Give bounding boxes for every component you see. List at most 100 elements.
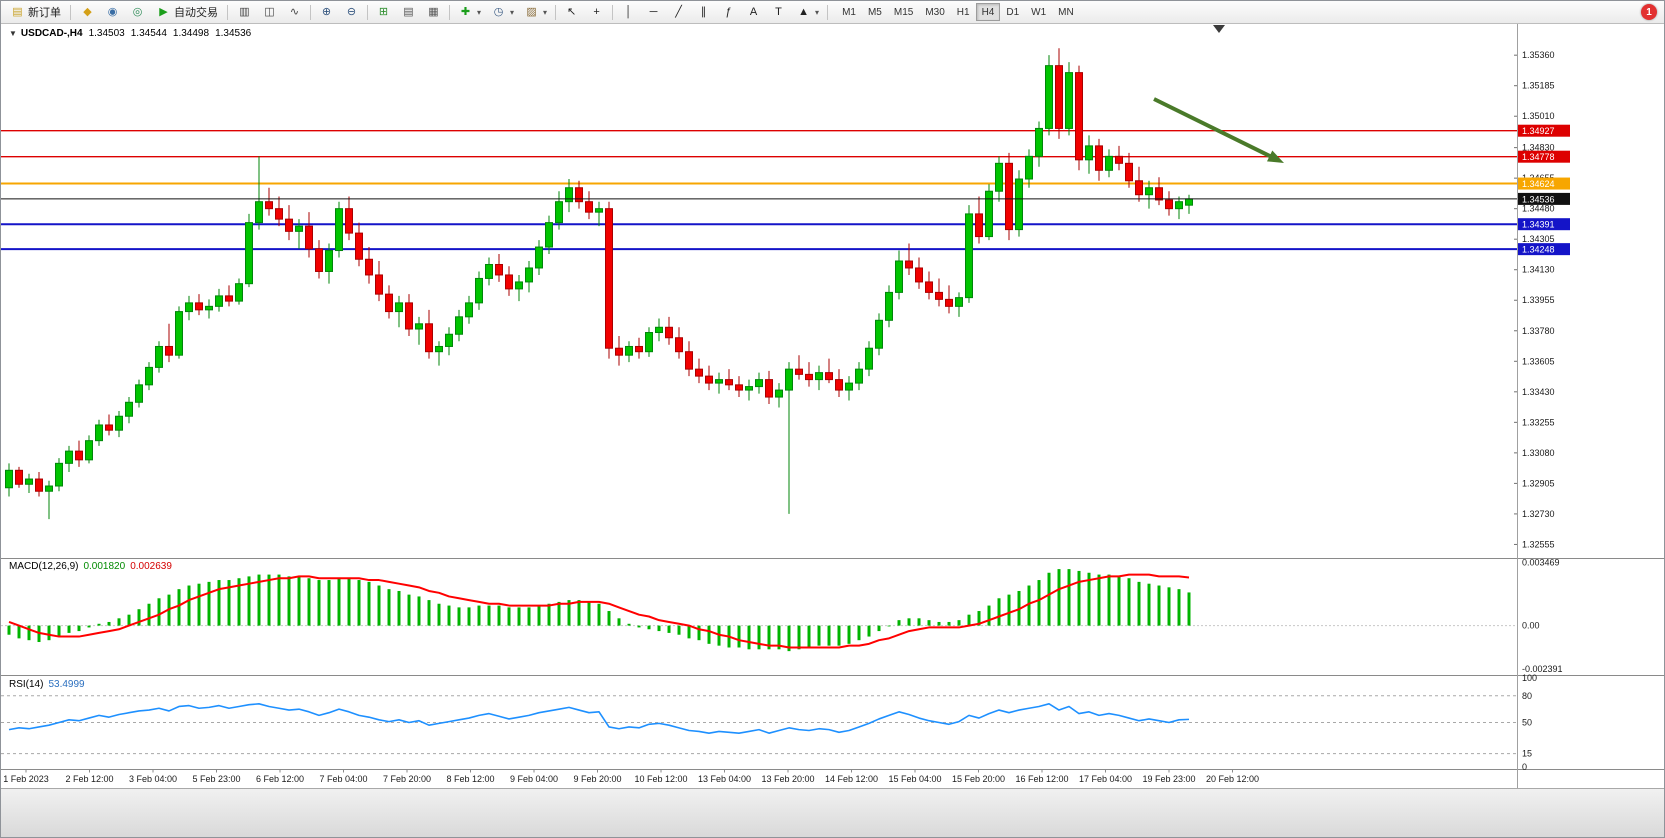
candlestick-chart-button[interactable]: ◫	[257, 3, 282, 22]
crosshair-button[interactable]: +	[584, 3, 609, 22]
zoom-in-icon: ⊕	[321, 5, 332, 18]
svg-text:1.33780: 1.33780	[1522, 326, 1555, 336]
macd-panel	[1, 569, 1517, 652]
tile-windows-icon: ⊞	[378, 5, 389, 18]
vertical-line-button[interactable]: │	[616, 3, 641, 22]
svg-text:1.34927: 1.34927	[1522, 126, 1555, 136]
window-footer	[1, 788, 1664, 837]
periods-button[interactable]: ◷ ▾	[486, 3, 519, 22]
text-icon: A	[749, 5, 758, 18]
svg-text:17 Feb 04:00: 17 Feb 04:00	[1079, 774, 1132, 784]
timeframe-d1[interactable]: D1	[1000, 3, 1025, 21]
svg-text:13 Feb 04:00: 13 Feb 04:00	[698, 774, 751, 784]
toolbar-separator	[827, 4, 829, 20]
dropdown-arrow-icon: ▾	[543, 7, 548, 17]
chart-canvas[interactable]: 1.353601.351851.350101.348301.346551.344…	[1, 1, 1665, 791]
svg-text:0: 0	[1522, 762, 1527, 772]
svg-text:1.34305: 1.34305	[1522, 234, 1555, 244]
svg-text:7 Feb 20:00: 7 Feb 20:00	[383, 774, 431, 784]
svg-text:50: 50	[1522, 718, 1532, 728]
horizontal-lines[interactable]	[1, 130, 1517, 251]
new-order-button[interactable]: ▤ 新订单	[5, 3, 66, 22]
toolbar-separator	[612, 4, 614, 20]
line-chart-button[interactable]: ∿	[282, 3, 307, 22]
tile-windows-button[interactable]: ⊞	[371, 3, 396, 22]
metaeditor-icon: ◆	[83, 5, 92, 18]
arrows-icon: ▲	[798, 5, 809, 18]
timeframe-h4[interactable]: H4	[975, 3, 1001, 21]
svg-text:9 Feb 04:00: 9 Feb 04:00	[510, 774, 558, 784]
line-chart-icon: ∿	[289, 5, 300, 18]
text-button[interactable]: A	[741, 3, 766, 22]
fibonacci-button[interactable]: ƒ	[716, 3, 741, 22]
autotrading-play-icon: ▶	[159, 5, 168, 18]
autotrading-button[interactable]: ▶ 自动交易	[151, 3, 223, 22]
cascade-windows-button[interactable]: ▤	[396, 3, 421, 22]
svg-text:19 Feb 23:00: 19 Feb 23:00	[1142, 774, 1195, 784]
svg-text:1.34624: 1.34624	[1522, 179, 1555, 189]
bar-chart-button[interactable]: ▥	[232, 3, 257, 22]
timeframe-h1[interactable]: H1	[951, 3, 976, 21]
trend-arrow[interactable]	[1153, 97, 1284, 163]
new-chart-button[interactable]: ✚ ▾	[453, 3, 486, 22]
auto-arrange-icon: ▦	[428, 5, 439, 18]
timeframe-m30[interactable]: M30	[919, 3, 950, 21]
market-watch-button[interactable]: ◉	[100, 3, 125, 22]
svg-text:0.003469: 0.003469	[1522, 557, 1560, 567]
signals-button[interactable]: ◎	[125, 3, 150, 22]
timeframe-m1[interactable]: M1	[836, 3, 862, 21]
arrows-button[interactable]: ▲ ▾	[791, 3, 824, 22]
timeframe-mn[interactable]: MN	[1052, 3, 1080, 21]
svg-text:15: 15	[1522, 749, 1532, 759]
new-chart-icon: ✚	[460, 5, 471, 18]
timeframe-toolbar: M1 M5 M15 M30 H1 H4 D1 W1 MN	[836, 3, 1080, 21]
timeframe-w1[interactable]: W1	[1025, 3, 1052, 21]
svg-text:1.33080: 1.33080	[1522, 448, 1555, 458]
trendline-icon: ╱	[675, 5, 682, 18]
zoom-out-button[interactable]: ⊖	[339, 3, 364, 22]
templates-button[interactable]: ▨ ▾	[519, 3, 552, 22]
candlestick-chart-icon: ◫	[264, 5, 275, 18]
zoom-out-icon: ⊖	[346, 5, 357, 18]
chart-shift-marker[interactable]	[1213, 25, 1225, 33]
metaeditor-button[interactable]: ◆	[75, 3, 100, 22]
cursor-button[interactable]: ↖	[559, 3, 584, 22]
svg-text:1.33605: 1.33605	[1522, 356, 1555, 366]
svg-text:1.32555: 1.32555	[1522, 539, 1555, 549]
svg-text:80: 80	[1522, 691, 1532, 701]
equidistant-channel-icon: ∥	[700, 5, 707, 18]
templates-icon: ▨	[526, 5, 537, 18]
svg-text:1 Feb 2023: 1 Feb 2023	[3, 774, 49, 784]
svg-text:1.33955: 1.33955	[1522, 295, 1555, 305]
svg-text:100: 100	[1522, 673, 1537, 683]
auto-arrange-button[interactable]: ▦	[421, 3, 446, 22]
horizontal-line-icon: ─	[649, 5, 658, 18]
dropdown-arrow-icon: ▾	[510, 7, 515, 17]
horizontal-line-button[interactable]: ─	[641, 3, 666, 22]
svg-text:15 Feb 04:00: 15 Feb 04:00	[888, 774, 941, 784]
equidistant-channel-button[interactable]: ∥	[691, 3, 716, 22]
timeframe-m15[interactable]: M15	[888, 3, 919, 21]
toolbar-separator	[310, 4, 311, 20]
svg-text:0.00: 0.00	[1522, 621, 1540, 631]
signals-icon: ◎	[132, 5, 143, 18]
svg-text:13 Feb 20:00: 13 Feb 20:00	[761, 774, 814, 784]
svg-text:15 Feb 20:00: 15 Feb 20:00	[952, 774, 1005, 784]
svg-text:-0.002391: -0.002391	[1522, 664, 1563, 674]
notification-badge[interactable]: 1	[1641, 4, 1657, 20]
crosshair-icon: +	[593, 5, 600, 18]
timeframe-m5[interactable]: M5	[862, 3, 888, 21]
svg-text:8 Feb 12:00: 8 Feb 12:00	[446, 774, 494, 784]
svg-text:6 Feb 12:00: 6 Feb 12:00	[256, 774, 304, 784]
svg-text:1.35010: 1.35010	[1522, 111, 1555, 121]
new-order-label: 新订单	[28, 7, 61, 19]
zoom-in-button[interactable]: ⊕	[314, 3, 339, 22]
svg-text:14 Feb 12:00: 14 Feb 12:00	[825, 774, 878, 784]
periods-icon: ◷	[493, 5, 504, 18]
time-axis[interactable]: 1 Feb 2023 2 Feb 12:00 3 Feb 04:00 5 Feb 23…	[3, 769, 1259, 785]
text-label-button[interactable]: T	[766, 3, 791, 22]
trendline-button[interactable]: ╱	[666, 3, 691, 22]
price-axis[interactable]: 1.353601.351851.350101.348301.346551.344…	[1514, 50, 1570, 772]
svg-text:1.34130: 1.34130	[1522, 265, 1555, 275]
